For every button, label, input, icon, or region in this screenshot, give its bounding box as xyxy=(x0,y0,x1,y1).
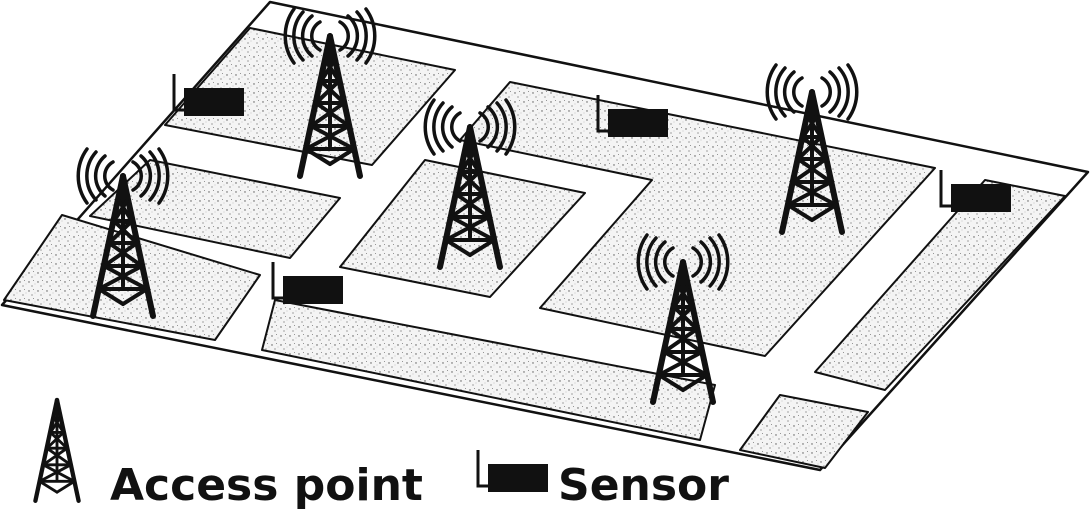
legend-access-point-label: Access point xyxy=(110,460,423,511)
block xyxy=(261,299,716,441)
block xyxy=(89,159,341,259)
sensor-icon xyxy=(939,168,1013,214)
block xyxy=(739,394,869,469)
cell-tower-icon xyxy=(35,400,78,501)
sensor-icon xyxy=(476,448,550,494)
block xyxy=(3,214,261,341)
legend-sensor-label: Sensor xyxy=(558,460,729,511)
sensor-icon xyxy=(271,260,345,306)
city-blocks xyxy=(3,27,1066,469)
block xyxy=(814,179,1066,391)
legend: Access point Sensor xyxy=(35,400,729,511)
block xyxy=(339,159,586,298)
